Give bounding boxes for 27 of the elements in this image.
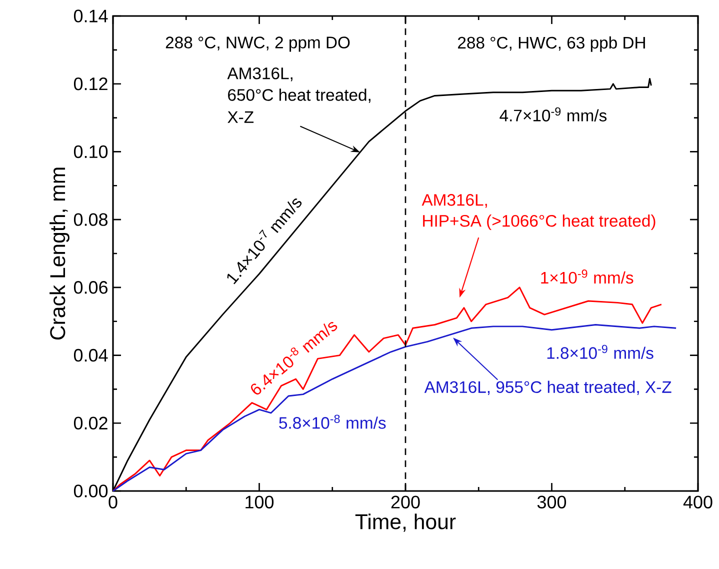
y-axis-title: Crack Length, mm (50, 168, 70, 340)
y-tick-label: 0.04 (74, 348, 108, 362)
y-tick-label: 0.00 (74, 484, 108, 498)
x-tick-label: 100 (246, 496, 274, 508)
x-tick-label: 300 (537, 496, 566, 508)
annotation: 1×10$^{-9}$ mm/s (541, 270, 634, 284)
y-tick-label: 0.06 (74, 281, 108, 294)
y-tick-label: 0.08 (74, 213, 108, 226)
y-tick-label: 0.10 (74, 145, 108, 158)
x-tick-label: 0 (108, 496, 118, 508)
y-tick-label: 0.02 (74, 416, 108, 430)
y-tick-label: 0.12 (74, 77, 108, 90)
annotation: 1.8×10$^{-9}$ mm/s (547, 344, 654, 359)
annotation: HIP+SA (>1066°C heat treated) (423, 214, 656, 230)
annotation: AM316L, (227, 67, 292, 82)
annotation: 650°C heat treated, (228, 88, 370, 103)
x-tick-label: 200 (391, 496, 420, 508)
y-tick-label: 0.14 (74, 10, 108, 22)
annotation: AM316L, (422, 194, 487, 208)
x-axis-title: Time, hour (355, 514, 456, 532)
x-tick-label: 400 (683, 496, 712, 508)
annotation: 288 °C, HWC, 63 ppb DH (458, 36, 645, 52)
annotation: 4.7×10$^{-9}$ mm/s (500, 107, 607, 122)
annotation: AM316L, 955°C heat treated, X-Z (424, 380, 672, 395)
annotation: 5.8×10$^{-8}$ mm/s (279, 414, 386, 429)
annotation: X-Z (228, 111, 254, 123)
annotation: 288 °C, NWC, 2 ppm DO (166, 36, 350, 52)
